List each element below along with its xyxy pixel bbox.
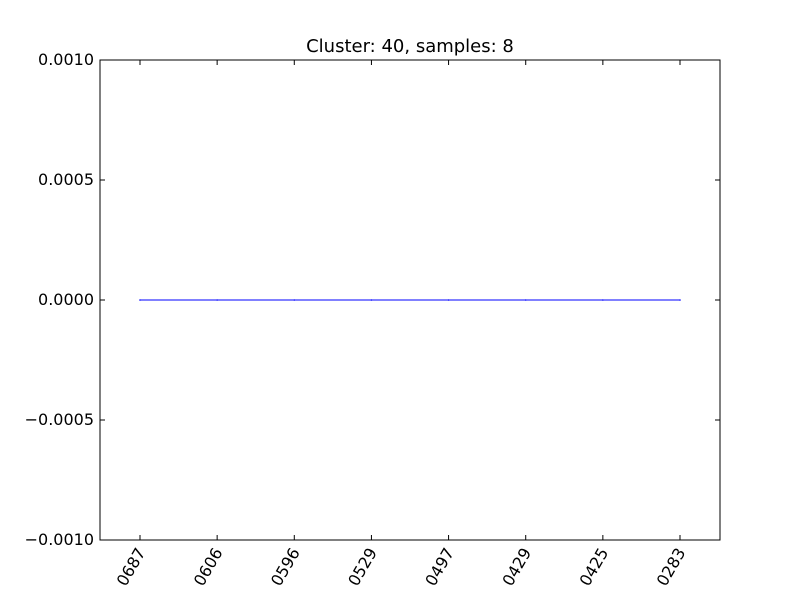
data-point xyxy=(370,299,373,301)
data-point xyxy=(679,299,681,301)
plot-marks xyxy=(139,299,681,301)
data-point xyxy=(293,299,296,301)
plot-frame xyxy=(99,59,721,541)
y-tick-label: 0.0000 xyxy=(38,290,94,309)
data-point xyxy=(216,299,218,301)
y-tick-label: −0.0010 xyxy=(25,530,94,549)
y-tick-label: 0.0010 xyxy=(38,50,94,69)
data-point xyxy=(447,299,450,301)
data-point xyxy=(139,299,141,301)
data-point xyxy=(602,299,604,301)
chart-title: Cluster: 40, samples: 8 xyxy=(306,36,514,57)
y-tick-label: 0.0005 xyxy=(38,170,94,189)
y-axis: 0.0010 0.0005 0.0000 −0.0005 −0.0010 xyxy=(25,50,720,549)
y-tick-label: −0.0005 xyxy=(25,410,94,429)
data-point xyxy=(524,299,527,301)
